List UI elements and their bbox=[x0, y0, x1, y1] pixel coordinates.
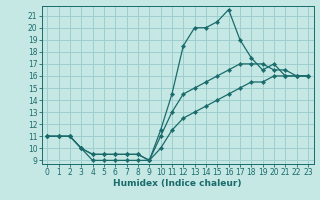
X-axis label: Humidex (Indice chaleur): Humidex (Indice chaleur) bbox=[113, 179, 242, 188]
